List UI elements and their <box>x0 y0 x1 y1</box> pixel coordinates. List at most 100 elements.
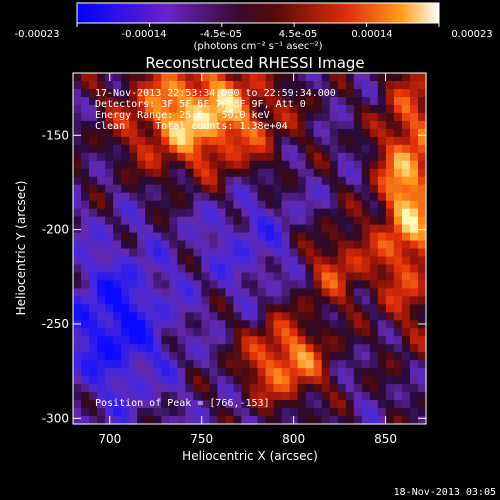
heatmap-cell <box>329 288 339 297</box>
heatmap-cell <box>137 160 146 170</box>
heatmap-cell <box>361 248 371 258</box>
heatmap-cell <box>177 384 186 393</box>
heatmap-cell <box>129 408 138 417</box>
heatmap-cell <box>249 160 259 170</box>
heatmap-cell <box>201 264 210 274</box>
heatmap-cell <box>409 288 419 297</box>
heatmap-cell <box>153 200 162 210</box>
heatmap-cell <box>305 296 315 305</box>
heatmap-cell <box>113 376 122 385</box>
heatmap-cell <box>97 384 106 393</box>
heatmap-cell <box>369 96 379 106</box>
heatmap-cell <box>73 328 82 337</box>
heatmap-cell <box>409 224 419 234</box>
heatmap-cell <box>265 120 275 130</box>
heatmap-cell <box>273 248 283 258</box>
heatmap-cell <box>177 73 186 82</box>
y-tick-label: -200 <box>42 223 69 237</box>
heatmap-cell <box>201 120 210 130</box>
heatmap-cell <box>97 256 106 266</box>
heatmap-cell <box>313 328 323 337</box>
heatmap-cell <box>145 200 154 210</box>
heatmap-cell <box>369 296 379 305</box>
heatmap-cell <box>257 128 267 138</box>
heatmap-cell <box>369 80 379 90</box>
heatmap-cell <box>129 320 138 329</box>
heatmap-cell <box>305 232 315 242</box>
heatmap-cell <box>305 240 315 250</box>
heatmap-cell <box>105 264 114 274</box>
heatmap-cell <box>281 296 291 305</box>
heatmap-cell <box>89 248 98 258</box>
heatmap-cell <box>89 184 98 194</box>
heatmap-cell <box>393 336 403 345</box>
heatmap-cell <box>217 184 227 194</box>
heatmap-cell <box>113 304 122 313</box>
heatmap-cell <box>145 368 154 377</box>
heatmap-cell <box>97 144 106 154</box>
heatmap-cell <box>137 136 146 146</box>
heatmap-cell <box>217 384 227 393</box>
heatmap-cell <box>97 96 106 106</box>
heatmap-cell <box>369 280 379 289</box>
heatmap-cell <box>377 120 387 130</box>
heatmap-cell <box>249 256 259 266</box>
colorbar-tick-label: 0.00014 <box>351 29 392 40</box>
heatmap-cell <box>265 328 275 337</box>
heatmap-cell <box>401 272 411 282</box>
heatmap-cell <box>281 232 291 242</box>
heatmap-cell <box>353 296 363 305</box>
heatmap-cell <box>289 96 299 106</box>
heatmap-cell <box>281 144 291 154</box>
heatmap-cell <box>417 200 427 210</box>
heatmap-cell <box>409 96 419 106</box>
heatmap-cell <box>177 144 186 154</box>
heatmap-cell <box>393 280 403 289</box>
heatmap-cell <box>137 344 146 353</box>
heatmap-cell <box>209 112 219 122</box>
heatmap-cell <box>353 208 363 218</box>
heatmap-cell <box>321 416 331 425</box>
heatmap-cell <box>153 352 162 361</box>
heatmap-cell <box>369 256 379 266</box>
heatmap-cell <box>81 200 90 210</box>
heatmap-cell <box>97 416 106 425</box>
heatmap-cell <box>417 192 427 202</box>
heatmap-cell <box>241 208 251 218</box>
heatmap-cell <box>377 408 387 417</box>
heatmap-cell <box>297 256 307 266</box>
heatmap-cell <box>137 312 146 321</box>
heatmap-cell <box>321 336 331 345</box>
heatmap-cell <box>321 224 331 234</box>
heatmap-cell <box>73 384 82 393</box>
heatmap-cell <box>257 144 267 154</box>
heatmap-cell <box>305 152 315 162</box>
heatmap-cell <box>193 280 202 289</box>
heatmap-cell <box>249 368 259 377</box>
heatmap-cell <box>393 120 403 130</box>
heatmap-cell <box>241 416 251 425</box>
heatmap-cell <box>89 200 98 210</box>
heatmap-cell <box>297 320 307 329</box>
heatmap-cell <box>297 120 307 130</box>
heatmap-cell <box>145 88 154 98</box>
heatmap-cell <box>257 328 267 337</box>
heatmap-cell <box>409 104 419 114</box>
heatmap-cell <box>241 248 251 258</box>
heatmap-cell <box>337 184 347 194</box>
heatmap-cell <box>393 344 403 353</box>
heatmap-cell <box>417 248 427 258</box>
heatmap-cell <box>81 304 90 313</box>
heatmap-cell <box>361 232 371 242</box>
heatmap-cell <box>105 384 114 393</box>
heatmap-cell <box>145 112 154 122</box>
heatmap-cell <box>401 224 411 234</box>
heatmap-cell <box>281 352 291 361</box>
heatmap-cell <box>385 224 395 234</box>
heatmap-cell <box>177 312 186 321</box>
heatmap-cell <box>89 192 98 202</box>
heatmap-cell <box>89 256 98 266</box>
heatmap-cell <box>193 360 202 369</box>
heatmap-cell <box>369 272 379 282</box>
heatmap-cell <box>217 344 227 353</box>
